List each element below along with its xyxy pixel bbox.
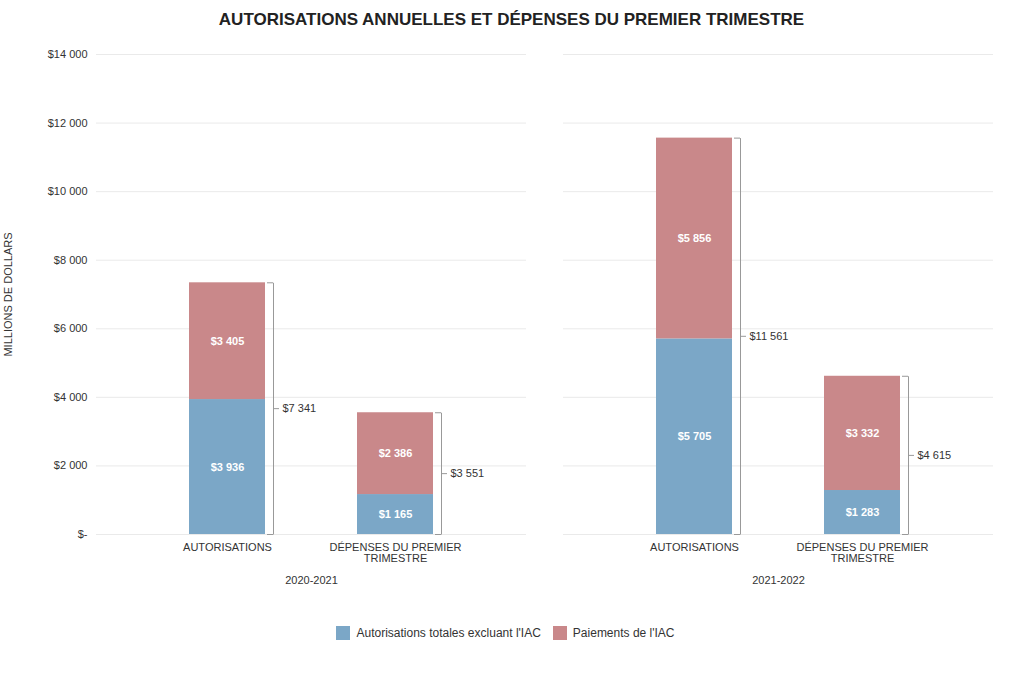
svg-text:$6 000: $6 000 bbox=[54, 322, 88, 334]
svg-text:AUTORISATIONS: AUTORISATIONS bbox=[650, 541, 739, 553]
svg-text:$2 386: $2 386 bbox=[379, 447, 413, 459]
svg-text:MILLIONS DE DOLLARS: MILLIONS DE DOLLARS bbox=[2, 232, 14, 356]
svg-text:DÉPENSES DU PREMIERTRIMESTRE: DÉPENSES DU PREMIERTRIMESTRE bbox=[796, 541, 928, 564]
html-text:Autorisations totales excluant: Autorisations totales excluant l'IAC bbox=[356, 625, 541, 640]
svg-text:$1 283: $1 283 bbox=[846, 506, 880, 518]
svg-text:$4 000: $4 000 bbox=[54, 391, 88, 403]
svg-text:$4 615: $4 615 bbox=[918, 449, 952, 461]
svg-text:$8 000: $8 000 bbox=[54, 254, 88, 266]
svg-text:$-: $- bbox=[78, 528, 88, 540]
svg-text:2020-2021: 2020-2021 bbox=[285, 574, 338, 586]
svg-text:$11 561: $11 561 bbox=[750, 330, 789, 342]
html-text:Paiements de l'IAC: Paiements de l'IAC bbox=[572, 625, 675, 640]
svg-text:2021-2022: 2021-2022 bbox=[752, 574, 805, 586]
svg-text:$2 000: $2 000 bbox=[54, 459, 88, 471]
svg-text:AUTORISATIONS: AUTORISATIONS bbox=[183, 541, 272, 553]
svg-text:$3 936: $3 936 bbox=[211, 461, 245, 473]
svg-text:$3 551: $3 551 bbox=[451, 467, 485, 479]
svg-text:$1 165: $1 165 bbox=[379, 508, 413, 520]
html-text:AUTORISATIONS ANNUELLES ET DÉP: AUTORISATIONS ANNUELLES ET DÉPENSES DU P… bbox=[218, 10, 805, 29]
svg-text:$5 705: $5 705 bbox=[678, 430, 712, 442]
svg-text:$10 000: $10 000 bbox=[48, 185, 88, 197]
svg-text:$5 856: $5 856 bbox=[678, 232, 712, 244]
svg-text:$14 000: $14 000 bbox=[48, 48, 88, 60]
svg-text:$3 332: $3 332 bbox=[846, 427, 880, 439]
svg-text:$3 405: $3 405 bbox=[211, 335, 245, 347]
svg-text:$7 341: $7 341 bbox=[283, 402, 317, 414]
svg-text:DÉPENSES DU PREMIERTRIMESTRE: DÉPENSES DU PREMIERTRIMESTRE bbox=[329, 541, 461, 564]
svg-text:$12 000: $12 000 bbox=[48, 117, 88, 129]
